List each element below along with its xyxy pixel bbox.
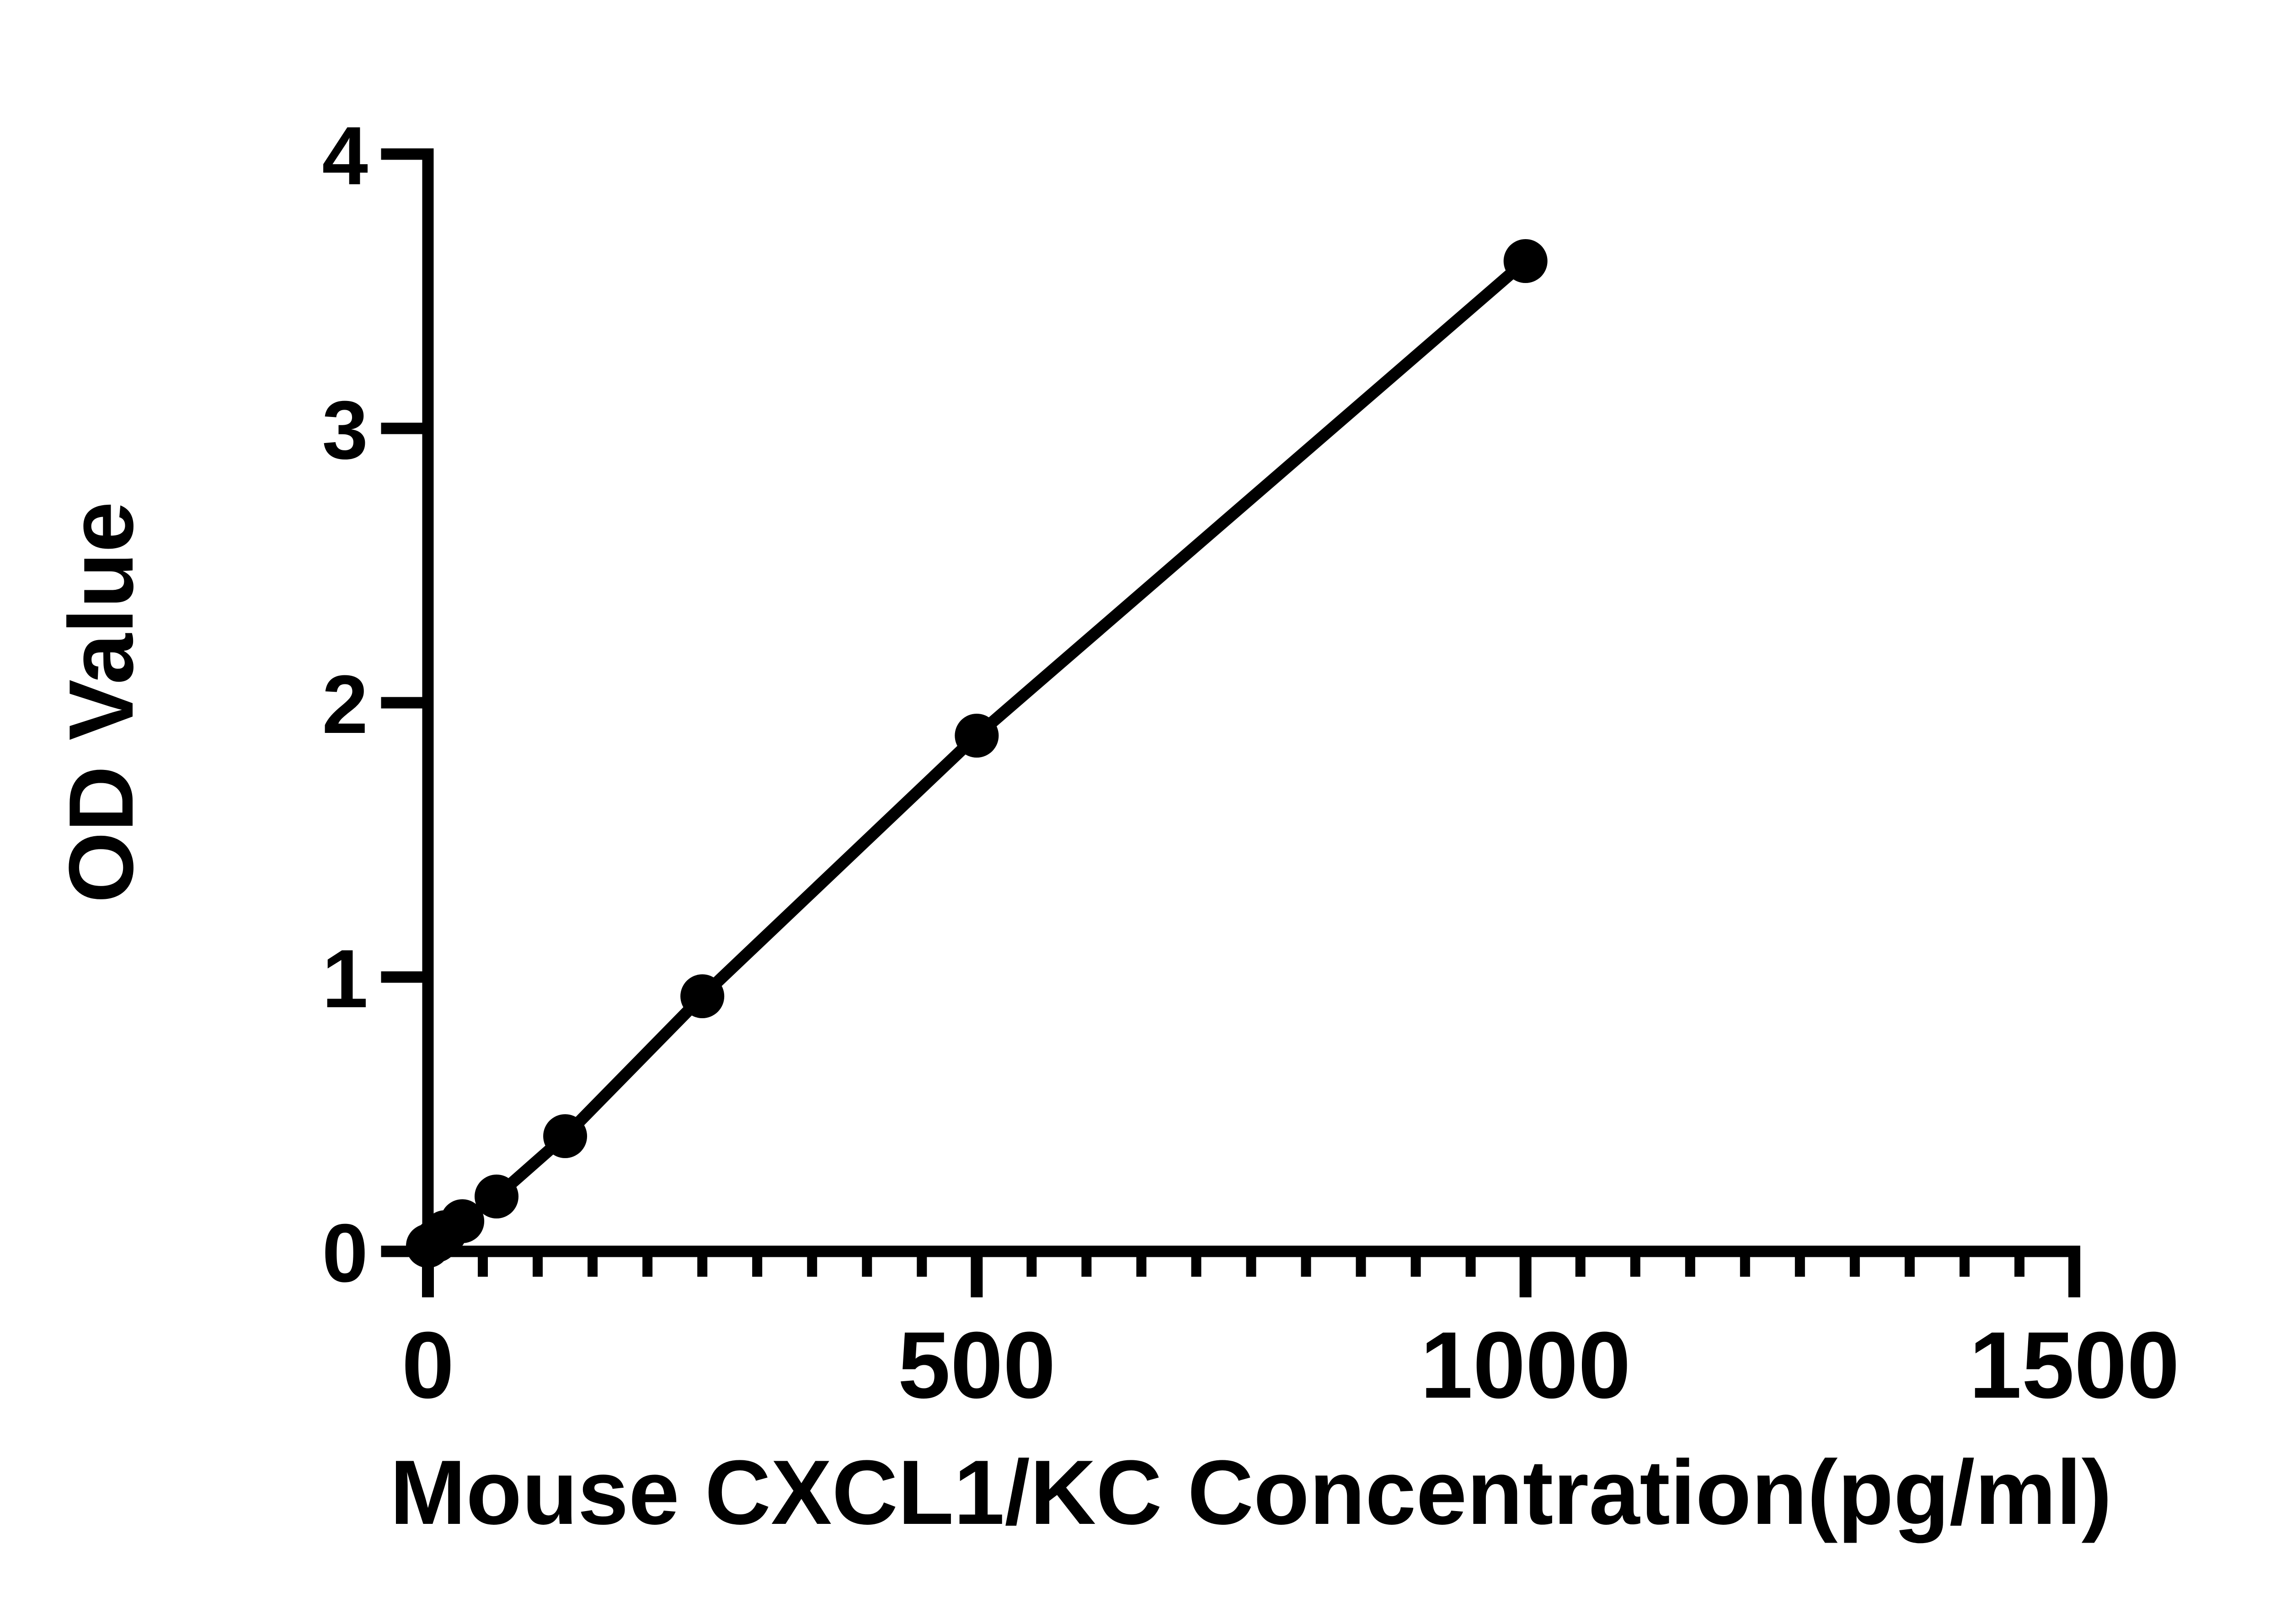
x-minor-tick — [697, 1257, 708, 1277]
x-axis — [422, 1245, 2080, 1257]
data-point — [680, 974, 725, 1018]
data-point — [475, 1175, 519, 1218]
y-tick-label: 0 — [322, 1207, 368, 1299]
y-tick-label: 3 — [322, 384, 368, 476]
x-minor-tick — [807, 1257, 817, 1277]
x-minor-tick — [1795, 1257, 1805, 1277]
data-point — [955, 714, 999, 758]
x-minor-tick — [2014, 1257, 2024, 1277]
x-axis-minor-ticks — [478, 1257, 2024, 1277]
y-tick-label: 1 — [322, 933, 368, 1025]
x-axis-tick-labels: 0 500 1000 1500 — [401, 1312, 2179, 1418]
x-minor-tick — [1740, 1257, 1750, 1277]
x-minor-tick — [1959, 1257, 1970, 1277]
x-minor-tick — [588, 1257, 598, 1277]
x-minor-tick — [1136, 1257, 1147, 1277]
y-tick — [381, 422, 422, 434]
y-tick-label: 4 — [322, 110, 368, 202]
x-minor-tick — [533, 1257, 543, 1277]
x-minor-tick — [1191, 1257, 1202, 1277]
x-minor-tick — [1301, 1257, 1311, 1277]
x-tick-label: 1500 — [1969, 1312, 2180, 1418]
x-major-tick — [971, 1257, 983, 1298]
y-axis — [422, 148, 434, 1257]
x-minor-tick — [1081, 1257, 1092, 1277]
x-minor-tick — [862, 1257, 872, 1277]
x-minor-tick — [752, 1257, 763, 1277]
x-minor-tick — [1849, 1257, 1860, 1277]
y-axis-ticks — [381, 148, 422, 1257]
data-point — [543, 1114, 588, 1158]
x-tick-label: 0 — [401, 1312, 454, 1418]
y-tick — [381, 697, 422, 709]
x-minor-tick — [1026, 1257, 1037, 1277]
y-tick-label: 2 — [322, 658, 368, 751]
x-minor-tick — [917, 1257, 927, 1277]
x-minor-tick — [1630, 1257, 1640, 1277]
y-axis-title: OD Value — [50, 502, 152, 903]
y-axis-tick-labels: 0 1 2 3 4 — [322, 110, 368, 1299]
x-tick-label: 500 — [898, 1312, 1056, 1418]
x-axis-title: Mouse CXCL1/KC Concentration(pg/ml) — [390, 1442, 2112, 1544]
x-tick-label: 1000 — [1420, 1312, 1631, 1418]
x-minor-tick — [478, 1257, 488, 1277]
x-major-tick — [1519, 1257, 1532, 1298]
data-point — [440, 1199, 485, 1243]
data-points — [406, 239, 1548, 1268]
x-minor-tick — [1410, 1257, 1421, 1277]
x-minor-tick — [1904, 1257, 1915, 1277]
x-minor-tick — [1465, 1257, 1476, 1277]
x-major-tick — [2068, 1257, 2080, 1298]
x-minor-tick — [1246, 1257, 1256, 1277]
y-tick — [381, 971, 422, 983]
data-point — [1503, 239, 1548, 283]
y-axis-line — [422, 148, 434, 1257]
x-minor-tick — [1575, 1257, 1586, 1277]
x-minor-tick — [642, 1257, 653, 1277]
x-minor-tick — [1685, 1257, 1695, 1277]
x-axis-line — [422, 1245, 2080, 1257]
y-tick — [381, 148, 422, 160]
x-minor-tick — [1356, 1257, 1366, 1277]
